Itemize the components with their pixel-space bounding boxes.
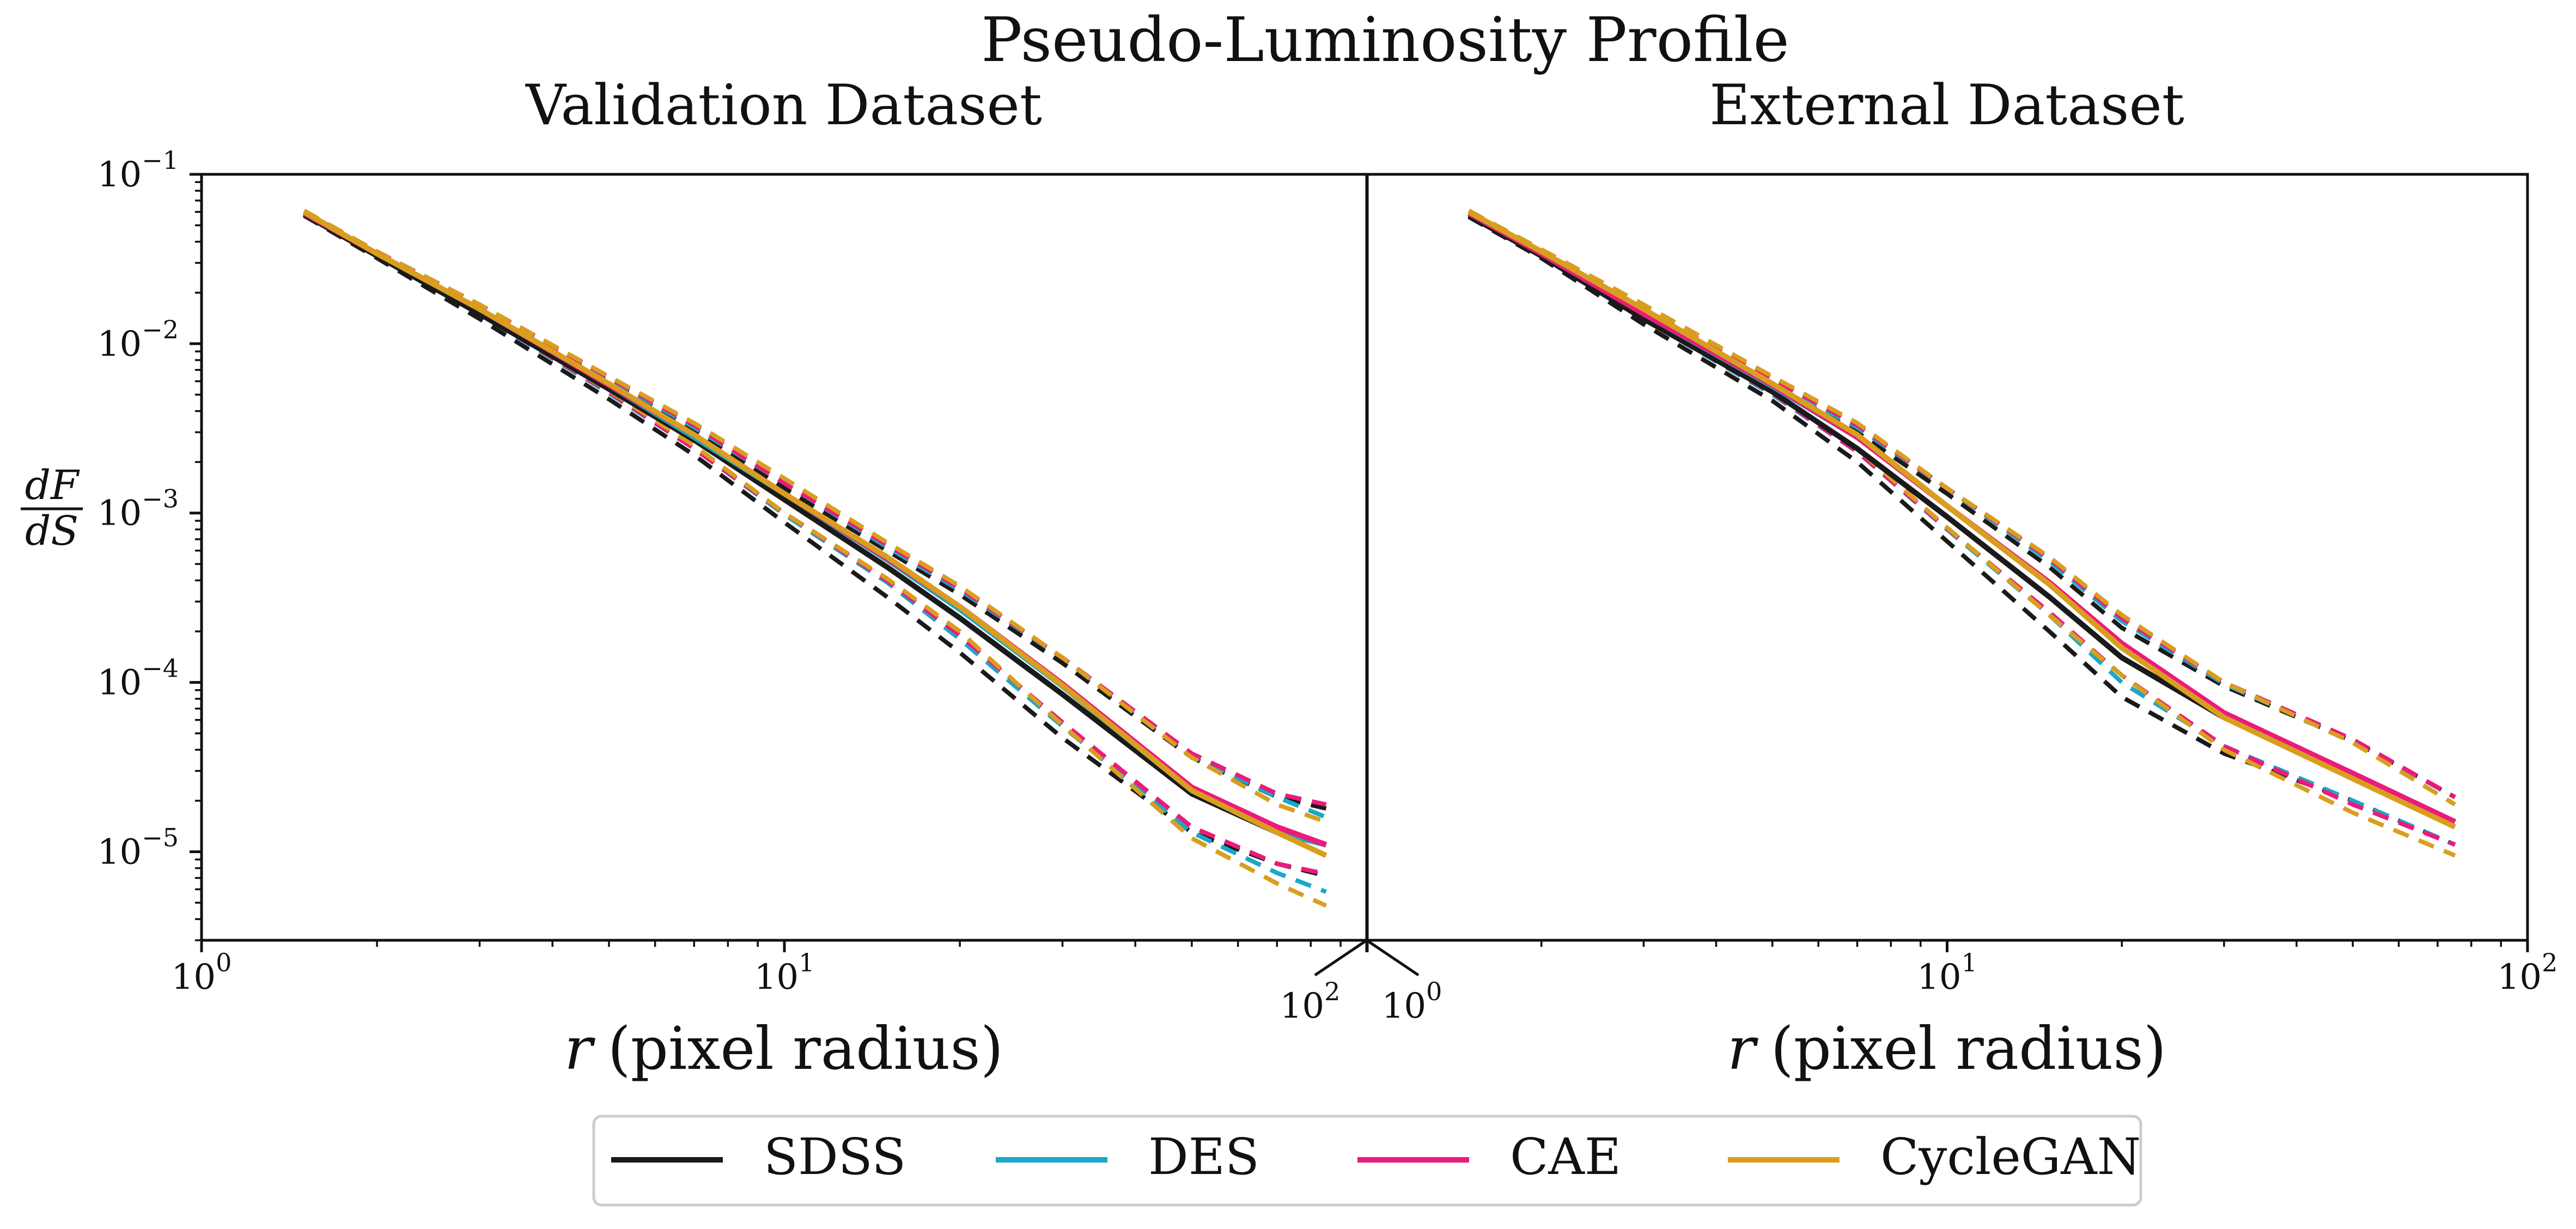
x-axis-label: r (pixel radius) xyxy=(564,1015,1003,1083)
series-line-cyclegan-upper xyxy=(1467,209,2456,807)
legend-label: CAE xyxy=(1510,1128,1621,1186)
x-tick-label: 101 xyxy=(754,948,815,997)
plot-frame xyxy=(200,173,1369,942)
panel-external: External Dataset 100 101 102 r (pixel radiu… xyxy=(1365,73,2558,1083)
panel-title: External Dataset xyxy=(1709,73,2184,138)
y-tick-label: 10−3 xyxy=(98,484,179,534)
y-tick-label: 10−2 xyxy=(98,315,179,364)
panel-plot xyxy=(200,173,1369,942)
x-tick-label: 100 xyxy=(172,948,232,997)
legend-label: CycleGAN xyxy=(1880,1128,2141,1186)
x-tick-label: 100 xyxy=(1382,977,1442,1026)
y-axis-ticks: 10−1 10−2 10−3 10−4 10−5 xyxy=(98,145,202,941)
axis-break-marker xyxy=(1314,939,1420,977)
legend-entry-des: DES xyxy=(996,1128,1259,1186)
x-tick-label: 101 xyxy=(1917,948,1977,997)
x-axis-variable: r xyxy=(564,1015,595,1083)
legend-label: SDSS xyxy=(764,1128,906,1186)
x-axis-ticks: 100 101 102 xyxy=(1365,940,2558,1026)
y-axis-label-numerator: dF xyxy=(25,462,80,509)
series-group xyxy=(1467,209,2457,858)
legend: SDSS DES CAE CycleGAN xyxy=(592,1115,2142,1207)
series-line-cae-upper xyxy=(303,210,1327,807)
legend-label: DES xyxy=(1148,1128,1259,1186)
panel-plot xyxy=(1365,173,2529,942)
panel-validation: Validation Dataset 10−110−210−310−410−5 … xyxy=(98,73,1369,1083)
legend-entry-cae: CAE xyxy=(1357,1128,1621,1186)
series-line-sdss-mean xyxy=(302,212,1327,848)
series-line-cyclegan-upper xyxy=(303,209,1327,824)
series-line-cyclegan-lower xyxy=(1467,211,2456,858)
y-tick-label: 10−5 xyxy=(98,823,179,872)
series-group xyxy=(302,209,1327,908)
y-tick-label: 10−1 xyxy=(98,145,179,195)
legend-entries: SDSS DES CAE CycleGAN xyxy=(611,1128,2141,1186)
x-axis-ticks: 100 101 102 xyxy=(172,940,1369,1026)
y-axis-label-denominator: dS xyxy=(25,508,78,555)
x-tick-label: 102 xyxy=(2498,948,2558,997)
x-axis-text: (pixel radius) xyxy=(1771,1015,2166,1083)
series-line-cyclegan-mean xyxy=(1467,209,2457,830)
series-line-sdss-lower xyxy=(1467,215,2456,847)
y-axis-label: dF dS xyxy=(21,462,83,555)
series-line-sdss-upper xyxy=(303,211,1327,811)
panel-title: Validation Dataset xyxy=(525,73,1042,138)
plot-frame xyxy=(1365,173,2529,942)
series-line-cyclegan-mean xyxy=(302,209,1327,858)
legend-entry-cyclegan: CycleGAN xyxy=(1728,1128,2141,1186)
y-tick-label: 10−4 xyxy=(98,654,179,703)
x-axis-label: r (pixel radius) xyxy=(1727,1015,2166,1083)
x-tick-label: 102 xyxy=(1280,977,1341,1026)
series-line-cyclegan-lower xyxy=(303,211,1327,908)
x-axis-text: (pixel radius) xyxy=(608,1015,1003,1083)
x-axis-variable: r xyxy=(1727,1015,1758,1083)
legend-entry-sdss: SDSS xyxy=(611,1128,906,1186)
figure-title: Pseudo-Luminosity Profile xyxy=(981,5,1789,76)
series-line-des-lower xyxy=(303,212,1327,894)
